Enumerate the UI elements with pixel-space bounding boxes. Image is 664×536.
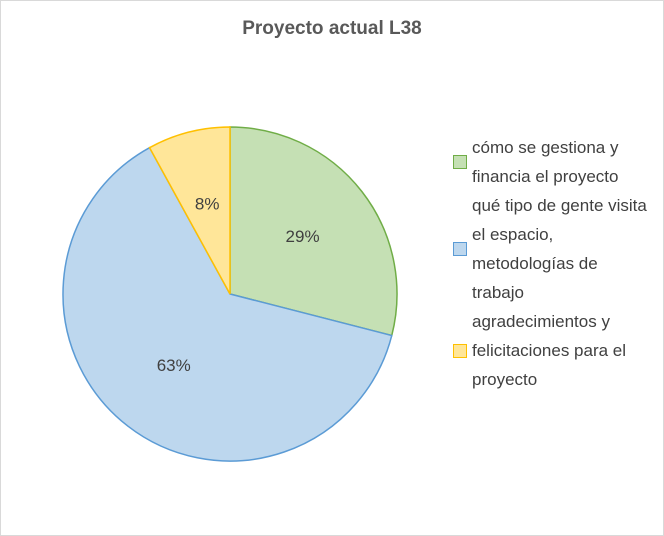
pie-slice <box>229 126 398 337</box>
legend: cómo se gestiona y financia el proyecto q… <box>453 133 653 394</box>
legend-item: agradecimientos y felicitaciones para el… <box>453 307 653 394</box>
legend-label: cómo se gestiona y financia el proyecto <box>472 138 619 186</box>
data-label: 8% <box>195 195 220 214</box>
legend-label: agradecimientos y felicitaciones para el… <box>472 312 627 389</box>
chart-title: Proyecto actual L38 <box>242 18 422 39</box>
legend-item: cómo se gestiona y financia el proyecto <box>453 133 653 191</box>
legend-item: qué tipo de gente visita el espacio, met… <box>453 191 653 307</box>
pie-slice <box>62 146 393 462</box>
data-label: 63% <box>157 356 191 375</box>
data-label: 29% <box>286 227 320 246</box>
legend-swatch <box>453 343 467 358</box>
pie-slice <box>148 126 231 295</box>
legend-swatch <box>453 242 467 256</box>
legend-swatch <box>453 155 467 169</box>
legend-label: qué tipo de gente visita el espacio, met… <box>472 196 647 302</box>
